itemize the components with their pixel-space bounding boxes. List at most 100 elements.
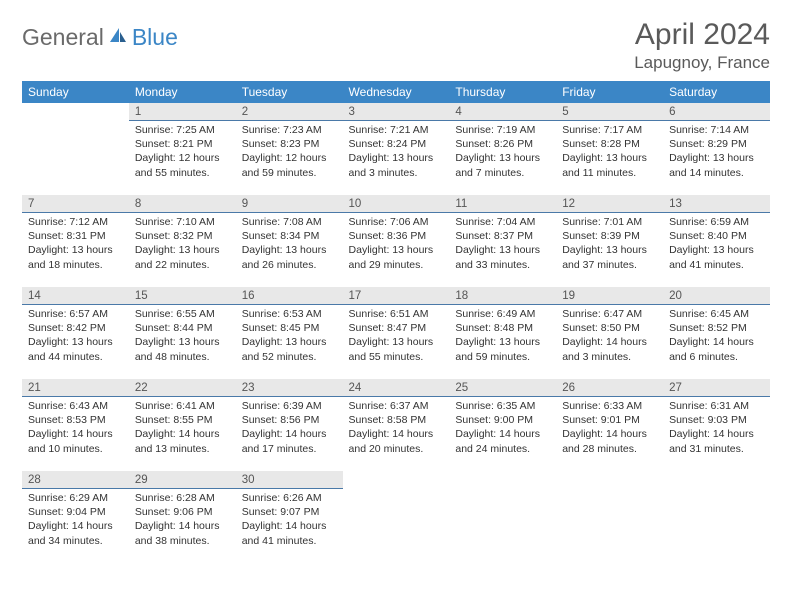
daylight-line: Daylight: 14 hours and 38 minutes. [135,519,230,547]
day-content: Sunrise: 6:47 AMSunset: 8:50 PMDaylight:… [556,305,663,364]
day-content: Sunrise: 6:26 AMSunset: 9:07 PMDaylight:… [236,489,343,548]
day-number: 10 [343,195,450,213]
sunrise-line: Sunrise: 7:01 AM [562,215,657,229]
day-number: 12 [556,195,663,213]
sunset-line: Sunset: 9:06 PM [135,505,230,519]
sunrise-line: Sunrise: 6:39 AM [242,399,337,413]
dayheader-thu: Thursday [449,81,556,103]
day-content: Sunrise: 7:17 AMSunset: 8:28 PMDaylight:… [556,121,663,180]
sunrise-line: Sunrise: 7:19 AM [455,123,550,137]
sunset-line: Sunset: 8:34 PM [242,229,337,243]
calendar-week-row: 14Sunrise: 6:57 AMSunset: 8:42 PMDayligh… [22,287,770,379]
calendar-cell [22,103,129,195]
day-content: Sunrise: 6:45 AMSunset: 8:52 PMDaylight:… [663,305,770,364]
sunrise-line: Sunrise: 6:26 AM [242,491,337,505]
day-header-row: Sunday Monday Tuesday Wednesday Thursday… [22,81,770,103]
daylight-line: Daylight: 14 hours and 10 minutes. [28,427,123,455]
daylight-line: Daylight: 14 hours and 6 minutes. [669,335,764,363]
day-content: Sunrise: 7:10 AMSunset: 8:32 PMDaylight:… [129,213,236,272]
calendar-cell: 12Sunrise: 7:01 AMSunset: 8:39 PMDayligh… [556,195,663,287]
calendar-cell: 27Sunrise: 6:31 AMSunset: 9:03 PMDayligh… [663,379,770,471]
daylight-line: Daylight: 13 hours and 26 minutes. [242,243,337,271]
day-number: 15 [129,287,236,305]
sunset-line: Sunset: 8:24 PM [349,137,444,151]
day-number: 4 [449,103,556,121]
daylight-line: Daylight: 14 hours and 13 minutes. [135,427,230,455]
calendar-cell: 14Sunrise: 6:57 AMSunset: 8:42 PMDayligh… [22,287,129,379]
calendar-cell: 8Sunrise: 7:10 AMSunset: 8:32 PMDaylight… [129,195,236,287]
sunrise-line: Sunrise: 6:41 AM [135,399,230,413]
day-content: Sunrise: 6:59 AMSunset: 8:40 PMDaylight:… [663,213,770,272]
day-content: Sunrise: 7:19 AMSunset: 8:26 PMDaylight:… [449,121,556,180]
sunset-line: Sunset: 8:44 PM [135,321,230,335]
calendar-cell: 4Sunrise: 7:19 AMSunset: 8:26 PMDaylight… [449,103,556,195]
daylight-line: Daylight: 13 hours and 3 minutes. [349,151,444,179]
sunset-line: Sunset: 8:47 PM [349,321,444,335]
day-content: Sunrise: 6:31 AMSunset: 9:03 PMDaylight:… [663,397,770,456]
day-number: 11 [449,195,556,213]
calendar-cell: 18Sunrise: 6:49 AMSunset: 8:48 PMDayligh… [449,287,556,379]
sunset-line: Sunset: 9:01 PM [562,413,657,427]
day-number: 20 [663,287,770,305]
day-number: 17 [343,287,450,305]
sunset-line: Sunset: 8:26 PM [455,137,550,151]
day-content: Sunrise: 6:37 AMSunset: 8:58 PMDaylight:… [343,397,450,456]
sunrise-line: Sunrise: 7:04 AM [455,215,550,229]
sunset-line: Sunset: 9:00 PM [455,413,550,427]
calendar-cell: 7Sunrise: 7:12 AMSunset: 8:31 PMDaylight… [22,195,129,287]
day-number: 1 [129,103,236,121]
sunrise-line: Sunrise: 6:49 AM [455,307,550,321]
sunset-line: Sunset: 8:45 PM [242,321,337,335]
daylight-line: Daylight: 13 hours and 52 minutes. [242,335,337,363]
sunrise-line: Sunrise: 7:06 AM [349,215,444,229]
daylight-line: Daylight: 14 hours and 17 minutes. [242,427,337,455]
day-number: 19 [556,287,663,305]
page-header: General Blue April 2024 Lapugnoy, France [22,18,770,73]
dayheader-mon: Monday [129,81,236,103]
calendar-cell: 1Sunrise: 7:25 AMSunset: 8:21 PMDaylight… [129,103,236,195]
day-number: 6 [663,103,770,121]
day-number: 23 [236,379,343,397]
sunrise-line: Sunrise: 6:51 AM [349,307,444,321]
sunset-line: Sunset: 8:55 PM [135,413,230,427]
sunrise-line: Sunrise: 7:21 AM [349,123,444,137]
calendar-cell [663,471,770,563]
sunrise-line: Sunrise: 6:53 AM [242,307,337,321]
sunrise-line: Sunrise: 7:14 AM [669,123,764,137]
calendar-cell: 23Sunrise: 6:39 AMSunset: 8:56 PMDayligh… [236,379,343,471]
day-content: Sunrise: 6:41 AMSunset: 8:55 PMDaylight:… [129,397,236,456]
day-number: 9 [236,195,343,213]
day-number: 30 [236,471,343,489]
day-content: Sunrise: 6:28 AMSunset: 9:06 PMDaylight:… [129,489,236,548]
calendar-cell: 5Sunrise: 7:17 AMSunset: 8:28 PMDaylight… [556,103,663,195]
sunrise-line: Sunrise: 7:08 AM [242,215,337,229]
sunrise-line: Sunrise: 7:12 AM [28,215,123,229]
sunrise-line: Sunrise: 7:10 AM [135,215,230,229]
day-number: 26 [556,379,663,397]
calendar-week-row: 1Sunrise: 7:25 AMSunset: 8:21 PMDaylight… [22,103,770,195]
daylight-line: Daylight: 13 hours and 44 minutes. [28,335,123,363]
day-number: 13 [663,195,770,213]
sunset-line: Sunset: 8:42 PM [28,321,123,335]
day-content: Sunrise: 7:25 AMSunset: 8:21 PMDaylight:… [129,121,236,180]
daylight-line: Daylight: 14 hours and 20 minutes. [349,427,444,455]
day-content: Sunrise: 6:39 AMSunset: 8:56 PMDaylight:… [236,397,343,456]
sunset-line: Sunset: 8:56 PM [242,413,337,427]
day-content: Sunrise: 6:57 AMSunset: 8:42 PMDaylight:… [22,305,129,364]
calendar-cell: 9 Sunrise: 7:08 AMSunset: 8:34 PMDaylight… [236,195,343,287]
calendar-table: Sunday Monday Tuesday Wednesday Thursday… [22,81,770,563]
day-content: Sunrise: 6:51 AMSunset: 8:47 PMDaylight:… [343,305,450,364]
sunset-line: Sunset: 8:21 PM [135,137,230,151]
dayheader-sun: Sunday [22,81,129,103]
day-number: 29 [129,471,236,489]
day-content: Sunrise: 6:29 AMSunset: 9:04 PMDaylight:… [22,489,129,548]
calendar-cell: 21Sunrise: 6:43 AMSunset: 8:53 PMDayligh… [22,379,129,471]
calendar-cell: 6Sunrise: 7:14 AMSunset: 8:29 PMDaylight… [663,103,770,195]
sunrise-line: Sunrise: 6:43 AM [28,399,123,413]
calendar-cell: 10Sunrise: 7:06 AMSunset: 8:36 PMDayligh… [343,195,450,287]
sunset-line: Sunset: 9:03 PM [669,413,764,427]
day-content: Sunrise: 7:14 AMSunset: 8:29 PMDaylight:… [663,121,770,180]
calendar-week-row: 7Sunrise: 7:12 AMSunset: 8:31 PMDaylight… [22,195,770,287]
calendar-cell [556,471,663,563]
sunrise-line: Sunrise: 6:47 AM [562,307,657,321]
